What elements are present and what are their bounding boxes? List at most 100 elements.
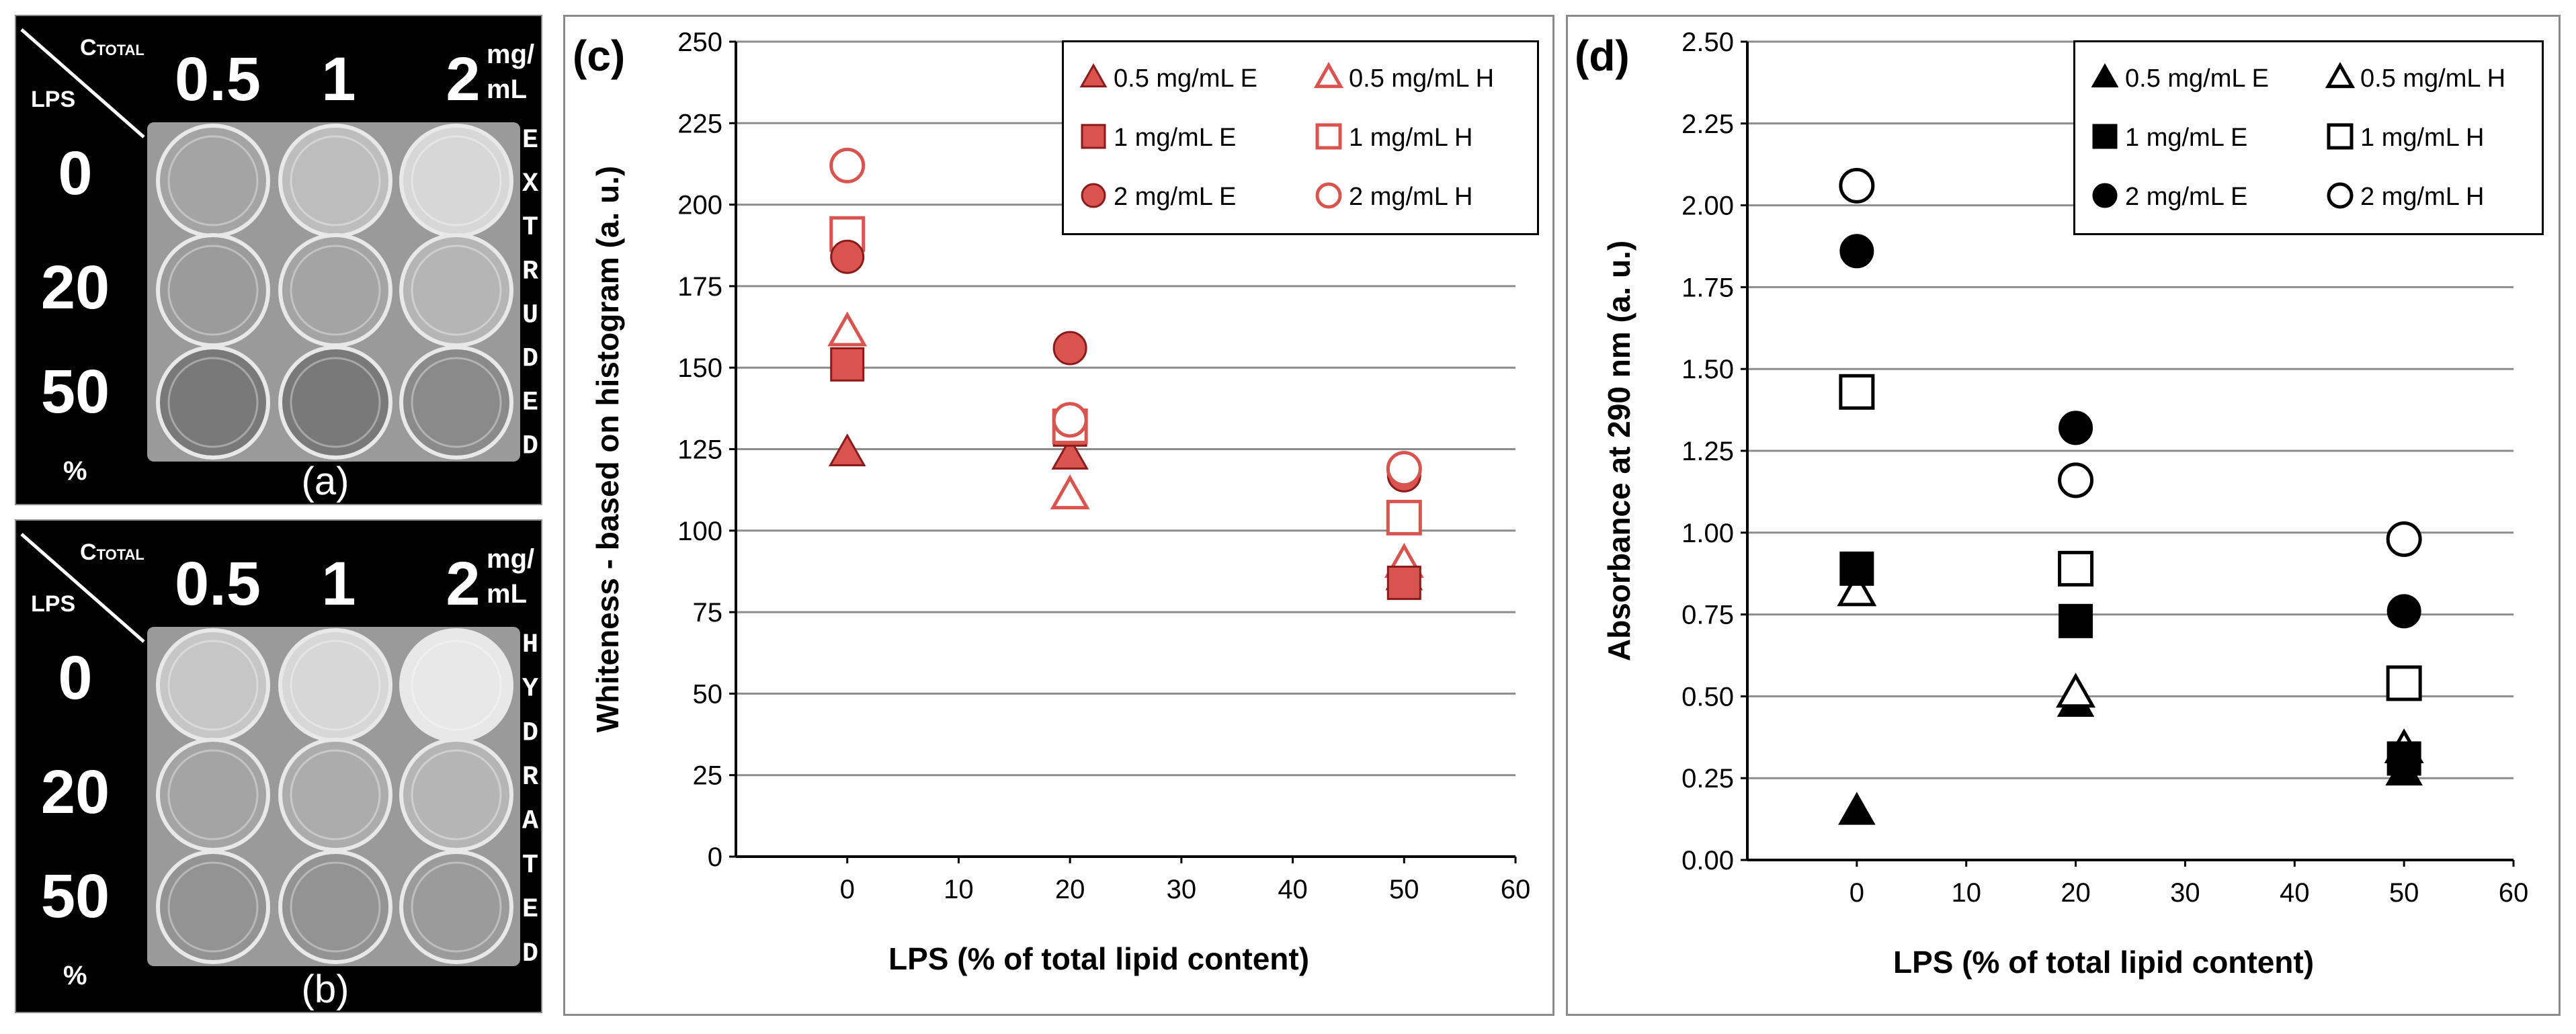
corner-left-label: LPS: [31, 87, 75, 112]
legend-marker: [2092, 183, 2118, 208]
y-axis-label: Absorbance at 290 nm (a. u.): [1602, 241, 1636, 661]
data-point: [2386, 521, 2422, 558]
legend-marker: [2327, 182, 2354, 209]
y-axis-label: Whiteness - based on histogram (a. u.): [590, 166, 625, 732]
legend-marker: [2092, 124, 2118, 149]
chart-d: 0.00 0.25 0.50 0.75 1.00 1.25 1.50 1.75 2.00 2.25…: [1575, 28, 2528, 980]
x-tick-label: 60: [1501, 875, 1531, 904]
y-tick-label: 125: [677, 435, 722, 465]
legend-marker: [1315, 182, 1342, 209]
y-tick-label: 150: [677, 353, 722, 383]
y-tick-label: 75: [693, 598, 723, 628]
data-point: [1050, 474, 1090, 510]
well: [278, 345, 392, 460]
series-0-5-mg-ml-e: [1838, 683, 2423, 825]
series-0-5-mg-ml-h: [1837, 571, 2424, 764]
panel-label: (b): [302, 967, 349, 1011]
col-label: 2: [446, 45, 480, 114]
side-letter: E: [522, 388, 538, 419]
row-label: 50: [41, 862, 110, 931]
legend-label: 1 mg/mL E: [1114, 124, 1236, 152]
side-letter: D: [522, 345, 538, 375]
well: [156, 345, 270, 460]
well-inner-ring: [290, 135, 381, 226]
side-letter: R: [522, 257, 538, 287]
legend-label: 2 mg/mL H: [2360, 183, 2484, 211]
y-tick-label: 1.75: [1681, 273, 1734, 302]
series-1-mg-ml-h: [1839, 374, 2422, 701]
x-tick-label: 60: [2499, 878, 2529, 908]
legend-label: 1 mg/mL H: [1349, 124, 1472, 152]
x-tick-label: 50: [2389, 878, 2419, 908]
row-label: 20: [41, 758, 110, 826]
legend-label: 1 mg/mL H: [2360, 124, 2484, 152]
panel-label: (a): [302, 460, 349, 503]
y-tick-label: 2.50: [1681, 28, 1734, 57]
side-letter: Y: [522, 675, 538, 705]
y-tick-label: 1.00: [1681, 519, 1734, 548]
x-tick-label: 10: [1951, 878, 1981, 908]
x-tick-label: 30: [2170, 878, 2200, 908]
side-letter: R: [522, 763, 538, 793]
data-point: [1839, 374, 1875, 410]
legend-d: 0.5 mg/mL E 0.5 mg/mL H 1 mg/mL E 1 mg/mL H…: [2073, 40, 2544, 235]
well-inner-ring: [290, 640, 381, 731]
y-tick-label: 0.75: [1681, 601, 1734, 630]
x-tick-label: 0: [840, 875, 855, 904]
data-point: [2058, 462, 2094, 499]
row-label: 0: [58, 139, 92, 208]
x-tick-label: 50: [1389, 875, 1419, 904]
unit-line1: mg/: [487, 40, 534, 69]
y-tick-label: 0.50: [1681, 682, 1734, 712]
side-letter: H: [522, 630, 538, 660]
x-tick-label: 0: [1850, 878, 1864, 908]
well-inner-ring: [411, 640, 502, 731]
legend-marker: [1079, 63, 1108, 88]
col-label: 2: [446, 550, 480, 618]
side-letter: A: [522, 807, 538, 837]
data-point: [1839, 234, 1874, 269]
y-tick-label: 200: [677, 191, 722, 220]
x-tick-label: 20: [2061, 878, 2091, 908]
col-label: 1: [321, 45, 356, 114]
y-tick-label: 100: [677, 517, 722, 546]
x-tick-label: 40: [2280, 878, 2310, 908]
y-tick-label: 50: [693, 679, 723, 709]
y-tick-label: 1.50: [1681, 355, 1734, 384]
data-point: [2386, 741, 2421, 776]
well: [399, 345, 513, 460]
legend-marker: [1315, 123, 1342, 150]
data-point: [1386, 565, 1421, 600]
y-tick-label: 0.00: [1681, 846, 1734, 875]
x-tick-label: 20: [1055, 875, 1085, 904]
data-point: [2386, 665, 2422, 701]
well-inner-ring: [411, 861, 502, 953]
data-point: [2059, 603, 2093, 638]
side-letter: E: [522, 895, 538, 925]
y-tick-label: 250: [677, 28, 722, 57]
corner-divider: [20, 533, 145, 643]
photo-panel-b: CTOTAL LPS 0.5 1 2 mg/mL 0 20 50% H Y D R A T E D (b): [15, 519, 542, 1013]
data-point: [830, 347, 865, 382]
panel-label: (d): [1575, 32, 1630, 80]
legend-marker: [2327, 123, 2354, 150]
y-tick-label: 2.00: [1681, 191, 1734, 221]
well: [156, 850, 270, 964]
side-letter: D: [522, 718, 538, 748]
side-letter: E: [522, 126, 538, 156]
data-point: [1839, 167, 1875, 204]
col-label: 1: [321, 550, 356, 618]
corner-left-label: LPS: [31, 591, 75, 617]
percent-label: %: [63, 961, 87, 990]
well-inner-ring: [290, 749, 381, 841]
y-tick-label: 225: [677, 109, 722, 138]
well-inner-ring: [411, 749, 502, 841]
well-inner-ring: [411, 135, 502, 226]
well-inner-ring: [167, 749, 259, 841]
data-point: [1386, 451, 1422, 487]
corner-top-sub: TOTAL: [97, 42, 144, 58]
data-point: [1838, 791, 1876, 825]
corner-divider: [20, 28, 145, 138]
